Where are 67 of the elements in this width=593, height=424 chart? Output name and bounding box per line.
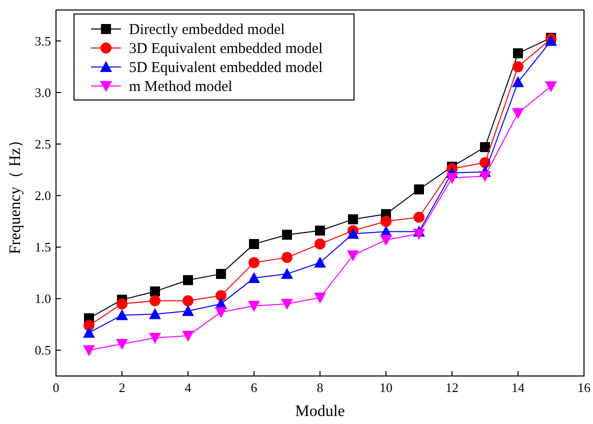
point (150, 286, 160, 296)
x-tick-label: 12 (446, 380, 458, 395)
point (479, 170, 491, 182)
point (248, 300, 260, 312)
point (116, 298, 128, 310)
point (84, 320, 94, 331)
y-tick-label: 3.0 (34, 84, 51, 100)
x-tick-label: 10 (380, 380, 392, 395)
x-tick-label: 8 (316, 380, 324, 395)
y-tick-label: 3.5 (34, 33, 51, 48)
point (248, 257, 260, 268)
point (282, 252, 292, 263)
point (314, 292, 326, 304)
point (545, 81, 557, 92)
y-axis-title: Frequency（ Hz） (7, 132, 24, 254)
x-tick-label: 6 (250, 380, 258, 395)
point (150, 295, 160, 306)
point (414, 212, 424, 223)
point (281, 298, 293, 310)
point (183, 275, 193, 286)
point (413, 228, 425, 240)
point (215, 307, 227, 318)
x-tick-label: 16 (578, 380, 591, 395)
point (512, 108, 524, 120)
legend-label: m Method model (129, 79, 232, 95)
y-tick-label: 0.5 (34, 342, 51, 358)
point (314, 238, 326, 250)
point (116, 339, 128, 350)
x-tick-label: 4 (184, 380, 192, 395)
x-tick-label: 0 (52, 380, 60, 395)
point (315, 226, 325, 236)
point (480, 142, 490, 152)
point (83, 326, 95, 338)
point (149, 308, 161, 320)
x-tick-label: 14 (512, 380, 525, 395)
point (248, 272, 260, 284)
y-tick-label: 1.0 (34, 291, 51, 306)
point (314, 256, 326, 268)
point (281, 268, 293, 279)
point (182, 295, 194, 306)
y-tick-label: 2.0 (34, 188, 51, 204)
point (446, 173, 458, 184)
point (512, 61, 524, 72)
point (216, 290, 226, 302)
x-axis-title: Module (295, 403, 345, 420)
point (116, 309, 128, 320)
point (347, 250, 359, 262)
point (347, 228, 359, 239)
legend-label: 3D Equivalent embedded model (129, 41, 323, 57)
point (249, 239, 259, 250)
point (380, 216, 392, 227)
point (83, 345, 95, 356)
x-tick-label: 2 (118, 380, 126, 395)
point (149, 332, 161, 344)
point (182, 305, 194, 316)
point (380, 234, 392, 246)
point (282, 230, 292, 240)
point (414, 184, 424, 194)
point (182, 330, 194, 342)
y-tick-label: 2.5 (34, 136, 51, 152)
legend-label: 5D Equivalent embedded model (129, 60, 323, 76)
point (348, 214, 358, 224)
legend-label: Directly embedded model (129, 22, 285, 38)
point (216, 268, 226, 279)
y-tick-label: 1.5 (34, 240, 51, 255)
point (513, 48, 523, 58)
point (512, 76, 524, 88)
